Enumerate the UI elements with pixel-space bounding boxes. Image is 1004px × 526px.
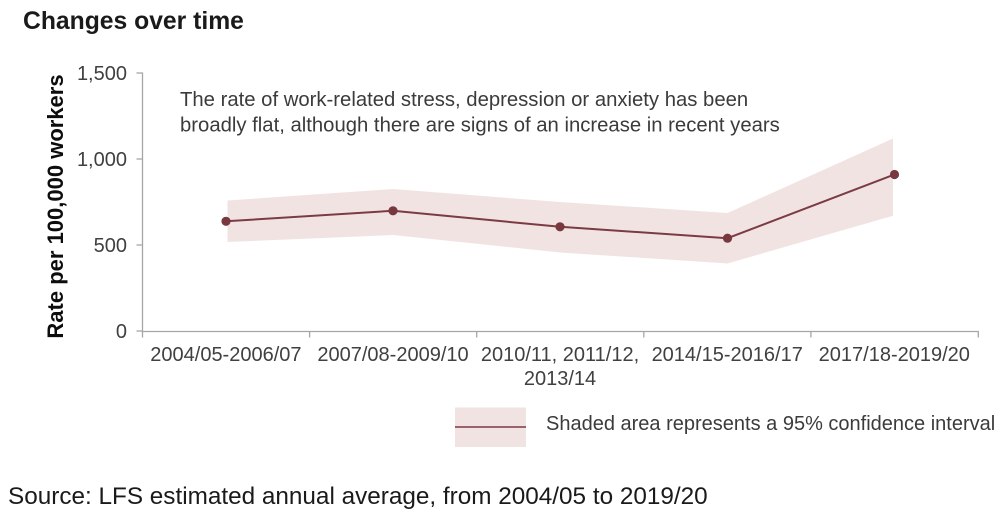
- svg-text:2017/18-2019/20: 2017/18-2019/20: [819, 344, 970, 366]
- svg-text:Rate per 100,000 workers: Rate per 100,000 workers: [43, 74, 68, 338]
- svg-text:2007/08-2009/10: 2007/08-2009/10: [317, 344, 468, 366]
- svg-text:2010/11, 2011/12,: 2010/11, 2011/12,: [481, 344, 639, 366]
- svg-text:2013/14: 2013/14: [524, 368, 596, 390]
- svg-text:Shaded area represents a 95% c: Shaded area represents a 95% confidence …: [546, 413, 995, 435]
- svg-text:2014/15-2016/17: 2014/15-2016/17: [652, 344, 803, 366]
- svg-text:Source: LFS estimated annual a: Source: LFS estimated annual average, fr…: [8, 483, 708, 510]
- svg-text:500: 500: [94, 235, 127, 257]
- svg-text:1,000: 1,000: [77, 149, 127, 171]
- svg-text:The rate of work-related stres: The rate of work-related stress, depress…: [180, 89, 748, 111]
- svg-text:1,500: 1,500: [77, 63, 127, 85]
- svg-text:Changes over time: Changes over time: [23, 8, 244, 35]
- svg-text:broadly flat, although there a: broadly flat, although there are signs o…: [180, 114, 780, 136]
- svg-text:2004/05-2006/07: 2004/05-2006/07: [150, 344, 301, 366]
- svg-text:0: 0: [116, 321, 127, 343]
